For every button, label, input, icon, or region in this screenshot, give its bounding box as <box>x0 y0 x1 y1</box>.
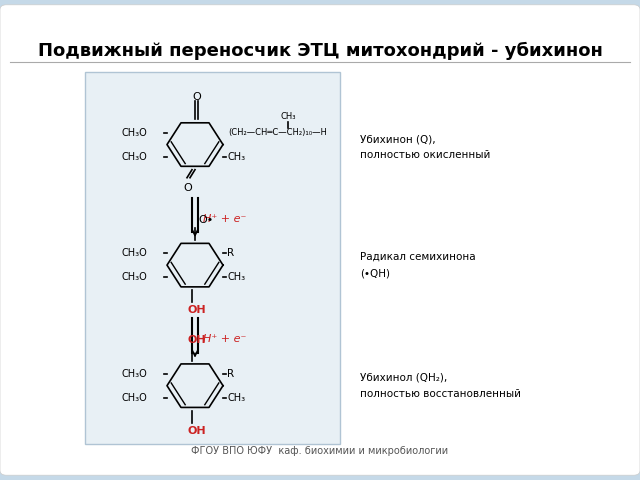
Text: OH: OH <box>187 336 205 346</box>
Text: CH₃O: CH₃O <box>122 248 148 258</box>
Text: R: R <box>227 248 234 258</box>
Text: CH₃O: CH₃O <box>122 272 148 282</box>
Text: O: O <box>193 92 202 102</box>
Text: OH: OH <box>187 305 205 315</box>
Text: CH₃: CH₃ <box>227 272 245 282</box>
Text: CH₃: CH₃ <box>227 152 245 162</box>
Text: CH₃O: CH₃O <box>122 369 148 379</box>
Text: CH₃: CH₃ <box>227 393 245 403</box>
Text: CH₃O: CH₃O <box>122 152 148 162</box>
Text: H⁺ + e⁻: H⁺ + e⁻ <box>203 214 246 224</box>
Text: O: O <box>184 183 193 193</box>
Text: CH₃: CH₃ <box>280 112 296 121</box>
Text: полностью окисленный: полностью окисленный <box>360 150 490 160</box>
Text: (•QH): (•QH) <box>360 268 390 278</box>
Text: полностью восстановленный: полностью восстановленный <box>360 389 521 399</box>
Text: CH₃O: CH₃O <box>122 128 148 137</box>
Text: H⁺ + e⁻: H⁺ + e⁻ <box>203 335 246 345</box>
FancyBboxPatch shape <box>0 5 640 475</box>
Text: (CH₂—CH═C—CH₂)₁₀—H: (CH₂—CH═C—CH₂)₁₀—H <box>228 128 327 137</box>
Text: Радикал семихинона: Радикал семихинона <box>360 252 476 262</box>
FancyBboxPatch shape <box>85 72 340 444</box>
Text: O•: O• <box>198 215 213 225</box>
Text: ФГОУ ВПО ЮФУ  каф. биохимии и микробиологии: ФГОУ ВПО ЮФУ каф. биохимии и микробиолог… <box>191 446 449 456</box>
Text: Убихинол (QH₂),: Убихинол (QH₂), <box>360 372 447 383</box>
Text: Убихинон (Q),: Убихинон (Q), <box>360 134 436 144</box>
Text: CH₃O: CH₃O <box>122 393 148 403</box>
Text: OH: OH <box>187 426 205 436</box>
Text: R: R <box>227 369 234 379</box>
Text: Подвижный переносчик ЭТЦ митохондрий - убихинон: Подвижный переносчик ЭТЦ митохондрий - у… <box>38 42 602 60</box>
